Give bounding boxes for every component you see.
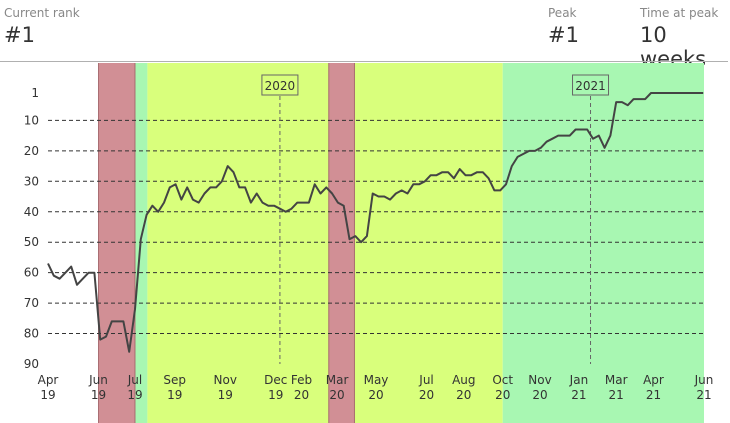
x-tick-label: Jun [88, 373, 108, 387]
band-white [48, 63, 99, 423]
y-tick-label: 30 [24, 174, 39, 188]
x-axis: Apr19Jun19Jul19Sep19Nov19Dec19Feb20Mar20… [38, 373, 714, 402]
x-tick-label: 19 [167, 388, 182, 402]
x-tick-label: 21 [571, 388, 586, 402]
rank-series [47, 92, 704, 353]
band-red [328, 63, 355, 423]
year-marker-box [572, 74, 610, 96]
header-divider [0, 61, 728, 62]
x-tick-label: Apr [643, 373, 664, 387]
y-tick-label: 10 [24, 113, 39, 127]
y-tick-label: 60 [24, 266, 39, 280]
x-tick-label: Nov [214, 373, 237, 387]
peak-value: #1 [548, 23, 579, 47]
band-green [502, 63, 704, 423]
x-tick-label: Mar [605, 373, 628, 387]
x-tick-label: 21 [696, 388, 711, 402]
y-axis: 1 10 20 30 40 50 60 70 80 90 [24, 86, 39, 371]
x-tick-label: Dec [264, 373, 287, 387]
x-tick-label: 20 [456, 388, 471, 402]
y-tick-label: 40 [24, 205, 39, 219]
x-tick-label: 20 [368, 388, 383, 402]
x-tick-label: 19 [268, 388, 283, 402]
x-tick-label: 21 [609, 388, 624, 402]
x-tick-label: May [364, 373, 389, 387]
year-marker-label: 2020 [265, 79, 296, 93]
x-tick-label: 20 [495, 388, 510, 402]
x-tick-label: 20 [294, 388, 309, 402]
x-tick-label: 20 [329, 388, 344, 402]
x-tick-label: 19 [127, 388, 142, 402]
rank-line [47, 92, 704, 353]
year-markers: 2020 2021 [261, 74, 610, 364]
x-tick-label: Jan [569, 373, 589, 387]
x-tick-label: Mar [326, 373, 349, 387]
background-bands [48, 63, 704, 423]
y-tick-label: 50 [24, 235, 39, 249]
y-tick-label: 70 [24, 296, 39, 310]
x-tick-label: 21 [646, 388, 661, 402]
x-tick-label: Aug [452, 373, 475, 387]
year-marker-box [261, 74, 299, 96]
band-yellow [354, 63, 503, 423]
x-tick-label: 20 [532, 388, 547, 402]
year-marker-label: 2021 [575, 79, 606, 93]
band-yellow [147, 63, 329, 423]
x-tick-label: 20 [419, 388, 434, 402]
band-red [98, 63, 135, 423]
x-tick-label: 19 [91, 388, 106, 402]
x-tick-label: Jun [694, 373, 714, 387]
x-tick-label: 19 [218, 388, 233, 402]
y-tick-label: 1 [31, 86, 39, 100]
x-tick-label: Oct [492, 373, 513, 387]
time-at-peak-label: Time at peak [640, 6, 719, 20]
x-tick-label: Sep [163, 373, 186, 387]
peak-label: Peak [548, 6, 577, 20]
current-rank-label: Current rank [4, 6, 80, 20]
x-tick-label: 19 [40, 388, 55, 402]
x-tick-label: Feb [291, 373, 312, 387]
x-tick-label: Jul [418, 373, 433, 387]
x-tick-label: Jul [127, 373, 142, 387]
grid-lines [48, 119, 704, 335]
y-tick-label: 90 [24, 357, 39, 371]
y-tick-label: 80 [24, 327, 39, 341]
current-rank-value: #1 [4, 23, 35, 47]
x-tick-label: Nov [528, 373, 551, 387]
y-tick-label: 20 [24, 144, 39, 158]
x-tick-label: Apr [38, 373, 59, 387]
